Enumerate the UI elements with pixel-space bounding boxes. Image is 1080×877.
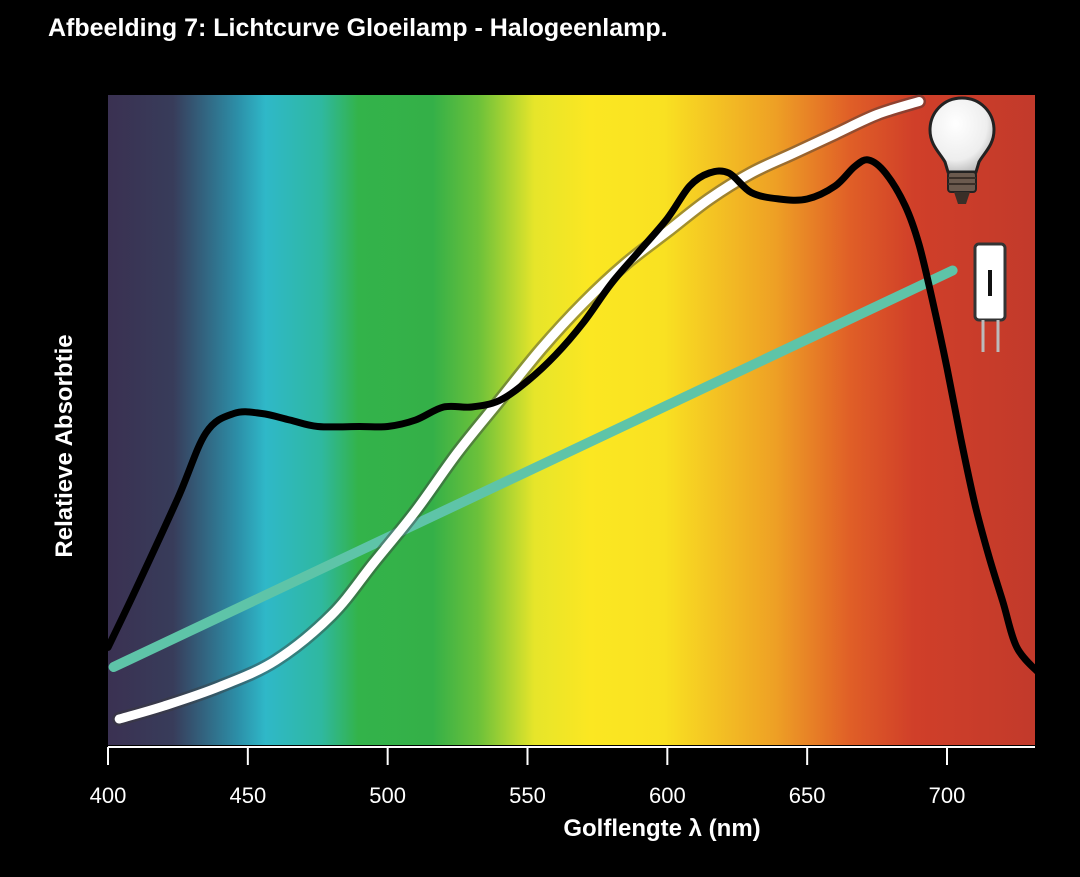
x-tick-label: 400 xyxy=(90,783,127,808)
y-axis-label: Relatieve Absorbtie xyxy=(51,334,78,557)
plot-lines xyxy=(104,94,1043,726)
x-tick-label: 700 xyxy=(929,783,966,808)
x-tick-label: 450 xyxy=(229,783,266,808)
series-line-halogeenlamp xyxy=(108,265,958,672)
x-tick-label: 650 xyxy=(789,783,826,808)
spectrum-background xyxy=(108,95,1035,745)
chart-title: Afbeelding 7: Lichtcurve Gloeilamp - Hal… xyxy=(48,14,668,42)
x-axis-label: Golflengte λ (nm) xyxy=(563,815,760,842)
halogen-bulb-icon xyxy=(973,242,1007,352)
incandescent-bulb-icon xyxy=(928,96,996,204)
x-tick-label: 600 xyxy=(649,783,686,808)
series-line-gloeilamp xyxy=(114,97,924,724)
x-axis-ticks: 400 450 500 550 600 650 700 xyxy=(90,746,1035,808)
series-line-absorption xyxy=(104,156,1043,677)
x-tick-label: 500 xyxy=(369,783,406,808)
x-tick-label: 550 xyxy=(509,783,546,808)
